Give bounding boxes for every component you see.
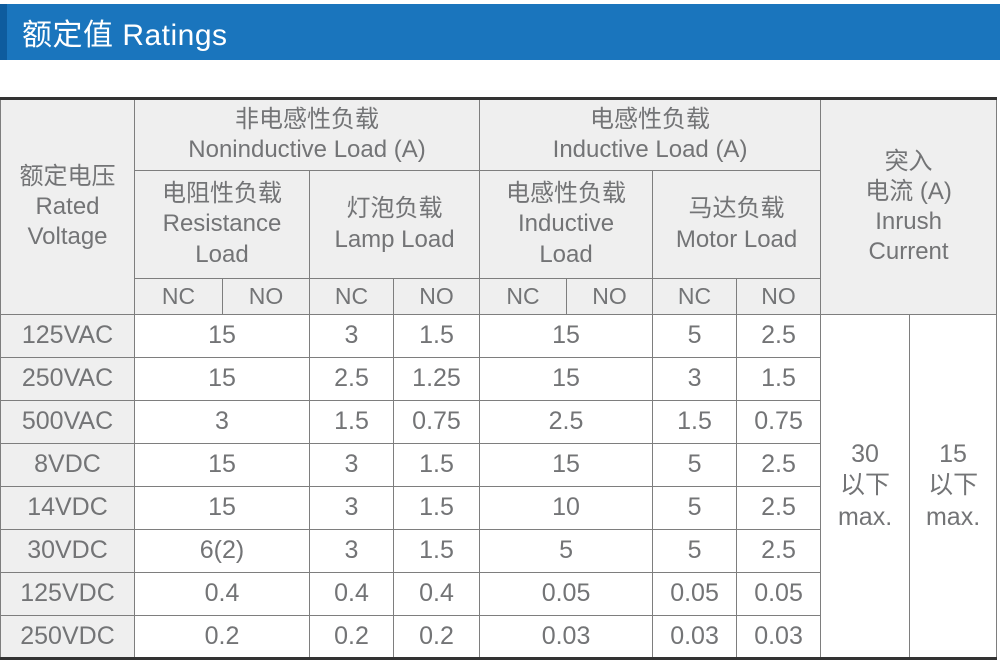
motor-no-cell: 0.05 (736, 572, 822, 616)
no-header: NO (222, 278, 310, 315)
lamp-no-cell: 1.5 (392, 529, 481, 573)
section-title-bar: 额定值 Ratings (0, 4, 1000, 60)
motor-no-cell: 2.5 (736, 529, 822, 573)
noninductive-load-group-header: 非电感性负载 Noninductive Load (A) (133, 98, 481, 171)
motor-load-header: 马达负载 Motor Load (652, 170, 822, 279)
voltage-label: 14VDC (0, 486, 135, 530)
nc-header: NC (652, 278, 738, 315)
inductive-value-cell: 15 (479, 357, 654, 401)
resistance-value-cell: 0.4 (134, 572, 310, 616)
rated-voltage-header: 额定电压 Rated Voltage (0, 98, 135, 315)
lamp-nc-cell: 1.5 (309, 400, 394, 444)
lamp-no-cell: 0.75 (392, 400, 481, 444)
resistance-load-header: 电阻性负载 Resistance Load (134, 170, 310, 279)
resistance-value-cell: 15 (134, 486, 310, 530)
inductive-value-cell: 2.5 (479, 400, 654, 444)
inductive-value-cell: 15 (479, 443, 654, 487)
lamp-nc-cell: 2.5 (309, 357, 394, 401)
motor-no-cell: 0.03 (736, 615, 822, 659)
page-title: 额定值 Ratings (22, 19, 228, 52)
voltage-label: 30VDC (0, 529, 135, 573)
table-row: 8VDC 15 3 1.5 15 5 2.5 (0, 443, 997, 487)
motor-no-cell: 2.5 (736, 486, 822, 530)
inrush-current-header: 突入 电流 (A) Inrush Current (820, 98, 998, 315)
lamp-no-cell: 0.2 (392, 615, 481, 659)
motor-no-cell: 2.5 (736, 314, 822, 358)
inductive-value-cell: 0.03 (479, 615, 654, 659)
inductive-value-cell: 15 (479, 314, 654, 358)
nc-header: NC (479, 278, 568, 315)
nc-header: NC (309, 278, 394, 315)
resistance-value-cell: 15 (134, 357, 310, 401)
lamp-nc-cell: 3 (309, 443, 394, 487)
resistance-value-cell: 15 (134, 443, 310, 487)
no-header: NO (392, 278, 481, 315)
table-row: 30VDC 6(2) 3 1.5 5 5 2.5 (0, 529, 997, 573)
lamp-nc-cell: 0.2 (309, 615, 394, 659)
motor-nc-cell: 5 (652, 314, 738, 358)
lamp-nc-cell: 0.4 (309, 572, 394, 616)
lamp-nc-cell: 3 (309, 314, 394, 358)
table-row: 125VDC 0.4 0.4 0.4 0.05 0.05 0.05 (0, 572, 997, 616)
lamp-no-cell: 1.5 (392, 486, 481, 530)
table-row: 125VAC 15 3 1.5 15 5 2.5 30 以下 max. 15 以… (0, 314, 998, 659)
nc-header: NC (134, 278, 223, 315)
resistance-value-cell: 0.2 (134, 615, 310, 659)
motor-nc-cell: 3 (652, 357, 738, 401)
lamp-load-header: 灯泡负载 Lamp Load (308, 170, 481, 279)
resistance-value-cell: 3 (134, 400, 310, 444)
title-accent-strip (0, 4, 7, 60)
inductive-value-cell: 5 (479, 529, 654, 573)
inductive-load-header: 电感性负载 Inductive Load (479, 170, 654, 279)
no-header: NO (566, 278, 654, 315)
motor-nc-cell: 5 (652, 529, 738, 573)
voltage-label: 125VAC (0, 314, 135, 358)
inductive-load-group-header: 电感性负载 Inductive Load (A) (479, 98, 822, 171)
motor-no-cell: 0.75 (736, 400, 822, 444)
lamp-no-cell: 1.25 (392, 357, 481, 401)
lamp-nc-cell: 3 (309, 529, 394, 573)
header-subgroup-row: 电阻性负载 Resistance Load 灯泡负载 Lamp Load 电感性… (1, 170, 997, 279)
voltage-label: 250VDC (0, 615, 135, 659)
motor-nc-cell: 5 (652, 443, 738, 487)
table-row: 250VDC 0.2 0.2 0.2 0.03 0.03 0.03 (0, 615, 997, 659)
contact-form-row: NC NO NC NO NC NO NC NO (1, 278, 997, 315)
motor-nc-cell: 0.05 (652, 572, 738, 616)
motor-no-cell: 1.5 (736, 357, 822, 401)
motor-no-cell: 2.5 (736, 443, 822, 487)
lamp-no-cell: 1.5 (392, 314, 481, 358)
voltage-label: 500VAC (0, 400, 135, 444)
ratings-table: 额定电压 Rated Voltage 非电感性负载 Noninductive L… (0, 97, 998, 660)
voltage-label: 125VDC (0, 572, 135, 616)
resistance-value-cell: 6(2) (134, 529, 310, 573)
table-row: 250VAC 15 2.5 1.25 15 3 1.5 (0, 357, 997, 401)
motor-nc-cell: 5 (652, 486, 738, 530)
voltage-label: 250VAC (0, 357, 135, 401)
lamp-no-cell: 0.4 (392, 572, 481, 616)
no-header: NO (736, 278, 822, 315)
voltage-label: 8VDC (0, 443, 135, 487)
resistance-value-cell: 15 (134, 314, 310, 358)
motor-nc-cell: 1.5 (652, 400, 738, 444)
lamp-nc-cell: 3 (309, 486, 394, 530)
table-row: 500VAC 3 1.5 0.75 2.5 1.5 0.75 (0, 400, 997, 444)
header-group-row: 额定电压 Rated Voltage 非电感性负载 Noninductive L… (0, 98, 998, 315)
lamp-no-cell: 1.5 (392, 443, 481, 487)
inrush-limit-nc-cell: 30 以下 max. (820, 314, 911, 659)
inductive-value-cell: 10 (479, 486, 654, 530)
inrush-limit-no-cell: 15 以下 max. (909, 314, 998, 659)
motor-nc-cell: 0.03 (652, 615, 738, 659)
inductive-value-cell: 0.05 (479, 572, 654, 616)
